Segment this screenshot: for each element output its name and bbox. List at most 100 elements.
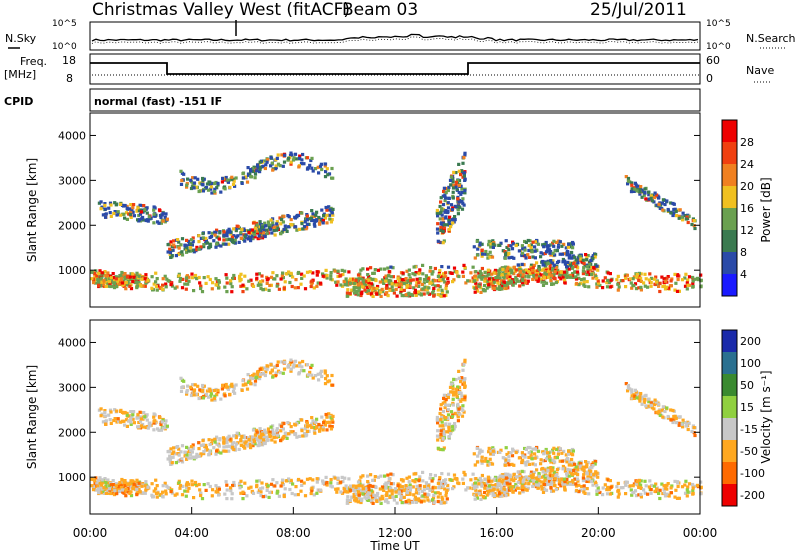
velocity-cell-1958 (512, 479, 516, 483)
velocity-cell-246 (106, 489, 110, 493)
velocity-cell-1796 (456, 415, 460, 419)
velocity-cell-1073 (285, 436, 289, 440)
velocity-cell-1930 (482, 482, 486, 486)
velocity-cell-641 (128, 491, 132, 495)
velocity-cell-2394 (693, 433, 697, 438)
power-cell-1410 (129, 203, 133, 207)
power-cell-1466 (128, 212, 132, 217)
power-cell-1897 (496, 281, 500, 285)
velocity-cell-1903 (585, 463, 589, 467)
velocity-cell-1872 (543, 487, 547, 491)
velocity-cell-478 (279, 484, 283, 488)
power-cell-1731 (463, 151, 467, 155)
power-cell-131 (143, 277, 147, 281)
velocity-cell-1678 (428, 488, 432, 492)
power-cell-996 (314, 213, 318, 217)
power-cell-317 (321, 272, 325, 276)
power-cell-684 (621, 279, 625, 283)
power-cell-889 (320, 208, 324, 212)
velocity-cell-551 (436, 481, 440, 486)
power-cell-335 (446, 276, 450, 281)
velocity-cell-1987 (502, 493, 506, 497)
power-cell-499 (439, 275, 443, 279)
power-cell-218 (617, 285, 621, 289)
power-cell-1819 (448, 215, 452, 219)
power-cell-2127 (473, 277, 477, 281)
velocity-cell-713 (699, 485, 703, 489)
power-cell-1041 (265, 228, 269, 232)
velocity-cell-1794 (444, 403, 448, 407)
velocity-cell-2347 (539, 462, 543, 466)
power-cell-2364 (551, 251, 555, 255)
velocity-cell-1274 (196, 384, 200, 388)
power-cell-855 (289, 218, 293, 222)
power-cell-2337 (552, 239, 556, 243)
power-cell-531 (269, 275, 274, 279)
velocity-cell-1204 (274, 371, 278, 375)
power-cell-342 (103, 270, 107, 274)
power-cell-1075 (310, 218, 314, 223)
power-cell-2012 (540, 268, 544, 272)
velocity-cell-2276 (520, 451, 524, 455)
power-cell-1996 (528, 271, 533, 275)
power-cell-2427 (686, 220, 690, 225)
velocity-cell-2363 (509, 451, 513, 455)
velocity-cell-2106 (489, 488, 493, 492)
velocity-cell-205 (132, 482, 136, 486)
velocity-cell-2151 (540, 487, 544, 491)
velocity-cell-889 (320, 415, 324, 419)
power-cell-1470 (436, 288, 440, 292)
velocity-cell-981 (272, 436, 276, 440)
power-cell-2319 (491, 239, 495, 243)
velocity-cell-1167 (309, 365, 313, 370)
power-cell-404 (444, 271, 448, 275)
power-cell-2413 (643, 187, 647, 191)
velocity-cell-2299 (511, 449, 515, 453)
power-cell-541 (144, 273, 148, 277)
velocity-cell-1530 (399, 489, 403, 493)
velocity-cell-1234 (189, 393, 194, 398)
velocity-cell-1340 (212, 397, 216, 401)
velocity-cell-2159 (536, 484, 540, 488)
velocity-cell-213 (633, 489, 638, 493)
velocity-cell-1853 (508, 475, 512, 479)
power-cell-2470 (657, 195, 661, 199)
power-cell-1672 (356, 283, 360, 287)
power-cell-1465 (147, 215, 151, 219)
velocity-cell-184 (243, 481, 247, 485)
velocity-cell-2143 (543, 468, 547, 472)
velocity-cell-685 (173, 493, 177, 497)
velocity-cell-2249 (472, 452, 476, 456)
power-cell-1552 (382, 281, 386, 285)
velocity-cell-910 (185, 455, 189, 459)
velocity-cell-1263 (241, 379, 245, 383)
power-cell-315 (290, 284, 294, 289)
power-cell-1205 (224, 175, 228, 180)
power-cell-369 (587, 285, 591, 289)
velocity-cell-727 (455, 477, 459, 481)
power-cell-1686 (393, 280, 398, 284)
power-cell-152 (99, 278, 103, 282)
power-cell-551 (436, 274, 440, 279)
power-cell-1396 (158, 209, 162, 213)
velocity-cell-1810 (447, 392, 451, 396)
power-cell-687 (308, 270, 312, 274)
velocity-cell-1338 (219, 397, 223, 401)
velocity-cell-635 (96, 487, 100, 491)
velocity-cell-2417 (634, 390, 638, 394)
velocity-cell-1620 (354, 493, 358, 497)
velocity-cell-1607 (390, 492, 394, 496)
power-cell-1349 (258, 160, 262, 164)
velocity-cell-1135 (279, 438, 283, 442)
velocity-cell-1934 (542, 474, 546, 478)
power-cell-1726 (460, 207, 465, 211)
power-cell-953 (170, 254, 174, 258)
velocity-cell-508 (333, 476, 337, 480)
velocity-cell-2122 (546, 482, 550, 486)
power-cell-867 (251, 237, 255, 241)
velocity-cell-1534 (380, 485, 385, 489)
velocity-cell-1573 (352, 488, 356, 492)
velocity-cell-767 (305, 477, 310, 481)
power-cell-2335 (556, 245, 560, 249)
